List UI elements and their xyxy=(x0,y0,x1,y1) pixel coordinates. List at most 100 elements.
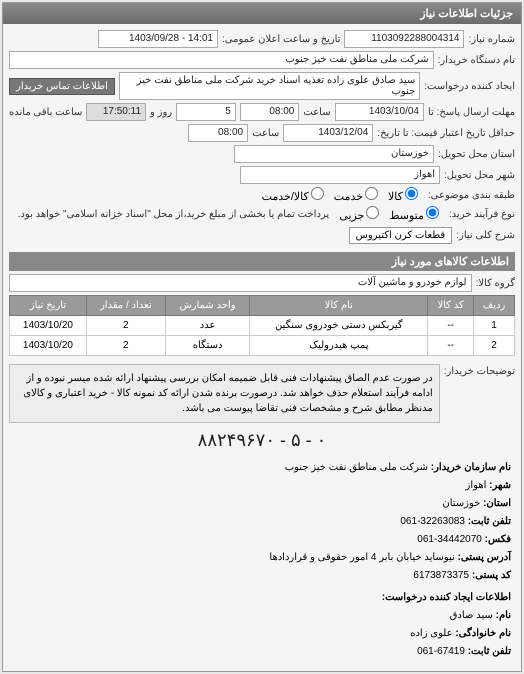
table-cell: 1403/10/20 xyxy=(10,316,87,336)
row-req-number: شماره نیاز: 1103092288004314 تاریخ و ساع… xyxy=(9,30,515,48)
table-row: 1--گیربکس دستی خودروی سنگینعدد21403/10/2… xyxy=(10,316,515,336)
creator-name-label: نام: xyxy=(496,610,511,621)
province-label: استان محل تحویل: xyxy=(438,149,515,160)
creator-value: سید صادق علوی زاده تغذیه اسناد خرید شرکت… xyxy=(119,72,420,100)
table-header: تاریخ نیاز xyxy=(10,296,87,316)
process-label: نوع فرآیند خرید: xyxy=(449,209,515,220)
validity-time: 08:00 xyxy=(188,124,248,142)
row-deadline: مهلت ارسال پاسخ: تا 1403/10/04 ساعت 08:0… xyxy=(9,103,515,121)
deadline-time: 08:00 xyxy=(240,103,300,121)
subject-type-label: طبقه بندی موضوعی: xyxy=(428,190,515,201)
table-header: ردیف xyxy=(474,296,515,316)
group-label: گروه کالا: xyxy=(476,278,515,289)
creator-tel-label: تلفن ثابت: xyxy=(468,646,511,657)
city-value: اهواز xyxy=(240,166,440,184)
table-cell: پمپ هیدرولیک xyxy=(250,336,428,356)
items-section-title: اطلاعات کالاهای مورد نیاز xyxy=(9,252,515,271)
table-row: 2--پمپ هیدرولیکدستگاه21403/10/20 xyxy=(10,336,515,356)
table-cell: گیربکس دستی خودروی سنگین xyxy=(250,316,428,336)
org-city-value: اهواز xyxy=(466,480,487,491)
table-cell: 2 xyxy=(474,336,515,356)
panel-title: جزئیات اطلاعات نیاز xyxy=(3,3,521,24)
table-cell: عدد xyxy=(165,316,250,336)
row-group: گروه کالا: لوازم خودرو و ماشین آلات xyxy=(9,274,515,292)
table-header: تعداد / مقدار xyxy=(86,296,165,316)
row-buyer-org: نام دستگاه خریدار: شرکت ملی مناطق نفت خی… xyxy=(9,51,515,69)
org-province-label: استان: xyxy=(483,498,511,509)
announce-label: تاریخ و ساعت اعلان عمومی: xyxy=(222,34,341,45)
table-header: نام کالا xyxy=(250,296,428,316)
org-addr-value: نیوساید خیابان بابر 4 امور حقوقی و قرارد… xyxy=(269,552,454,563)
org-city-row: شهر: اهواز xyxy=(13,477,511,495)
org-province-row: استان: خوزستان xyxy=(13,495,511,513)
radio-service-wrap[interactable]: خدمت xyxy=(334,187,378,203)
org-value: شرکت ملی مناطق نفت خیز جنوب xyxy=(285,462,428,473)
org-fax-value: 34442070-061 xyxy=(417,534,482,545)
radio-partial[interactable] xyxy=(366,206,379,219)
remain-time: 17:50:11 xyxy=(86,103,146,121)
row-need-desc: شرح کلی نیاز: قطعات کرن اکتیروس xyxy=(9,225,515,246)
row-subject-type: طبقه بندی موضوعی: کالا خدمت کالا/خدمت xyxy=(9,187,515,203)
org-city-label: شهر: xyxy=(489,480,511,491)
table-cell: 1 xyxy=(474,316,515,336)
row-process: نوع فرآیند خرید: متوسط جزیی پرداخت تمام … xyxy=(9,206,515,222)
time-label-2: ساعت xyxy=(252,128,279,139)
creator-tel-value: 67419-061 xyxy=(417,646,465,657)
req-creator-section: اطلاعات ایجاد کننده درخواست: xyxy=(13,589,511,607)
buyer-org-label: نام دستگاه خریدار: xyxy=(438,55,515,66)
row-buyer-note: توضیحات خریدار: در صورت عدم الصاق پیشنها… xyxy=(9,360,515,423)
req-number-label: شماره نیاز: xyxy=(468,34,515,45)
creator-lname-row: نام خانوادگی: علوی زاده xyxy=(13,625,511,643)
row-validity: حداقل تاریخ اعتبار قیمت: تا تاریخ: 1403/… xyxy=(9,124,515,142)
radio-partial-wrap[interactable]: جزیی xyxy=(339,206,379,222)
radio-both[interactable] xyxy=(311,187,324,200)
org-phone-row: تلفن ثابت: 32263083-061 xyxy=(13,513,511,531)
org-phone-value: 32263083-061 xyxy=(400,516,465,527)
org-fax-row: فکس: 34442070-061 xyxy=(13,531,511,549)
radio-goods-wrap[interactable]: کالا xyxy=(388,187,418,203)
radio-service[interactable] xyxy=(365,187,378,200)
time-label-1: ساعت xyxy=(303,107,330,118)
org-row: نام سازمان خریدار: شرکت ملی مناطق نفت خی… xyxy=(13,459,511,477)
process-note: پرداخت تمام یا بخشی از مبلغ خرید،از محل … xyxy=(9,209,329,220)
deadline-label: مهلت ارسال پاسخ: تا xyxy=(428,107,515,118)
table-body: 1--گیربکس دستی خودروی سنگینعدد21403/10/2… xyxy=(10,316,515,356)
row-city: شهر محل تحویل: اهواز xyxy=(9,166,515,184)
org-addr-row: آدرس پستی: نیوساید خیابان بابر 4 امور حق… xyxy=(13,549,511,567)
radio-both-wrap[interactable]: کالا/خدمت xyxy=(262,187,324,203)
validity-date: 1403/12/04 xyxy=(283,124,373,142)
org-label: نام سازمان خریدار: xyxy=(431,462,511,473)
creator-lname-value: علوی زاده xyxy=(410,628,452,639)
table-cell: 2 xyxy=(86,316,165,336)
org-addr-label: آدرس پستی: xyxy=(458,552,511,563)
contact-button[interactable]: اطلاعات تماس خریدار xyxy=(9,78,115,95)
org-post-row: کد پستی: 6173873375 xyxy=(13,567,511,585)
org-phone-label: تلفن ثابت: xyxy=(468,516,511,527)
city-label: شهر محل تحویل: xyxy=(444,170,515,181)
table-header-row: ردیفکد کالانام کالاواحد شمارشتعداد / مقد… xyxy=(10,296,515,316)
buyer-note-label: توضیحات خریدار: xyxy=(444,360,515,377)
radio-goods[interactable] xyxy=(405,187,418,200)
creator-label: ایجاد کننده درخواست: xyxy=(424,81,515,92)
table-cell: 2 xyxy=(86,336,165,356)
org-fax-label: فکس: xyxy=(485,534,511,545)
buyer-note-value: در صورت عدم الصاق پیشنهادات فنی قابل ضمی… xyxy=(9,364,440,423)
days-label: روز و xyxy=(150,107,172,118)
creator-lname-label: نام خانوادگی: xyxy=(455,628,511,639)
details-panel: جزئیات اطلاعات نیاز شماره نیاز: 11030922… xyxy=(2,2,522,672)
dash-line: ۰ - ۵ - ۸۸۲۴۹۶۷۰ xyxy=(9,426,515,455)
org-info-block: نام سازمان خریدار: شرکت ملی مناطق نفت خی… xyxy=(9,455,515,665)
row-creator: ایجاد کننده درخواست: سید صادق علوی زاده … xyxy=(9,72,515,100)
table-cell: -- xyxy=(428,336,474,356)
need-desc-label: شرح کلی نیاز: xyxy=(456,230,515,241)
creator-name-row: نام: سید صادق xyxy=(13,607,511,625)
table-cell: -- xyxy=(428,316,474,336)
org-province-value: خوزستان xyxy=(442,498,480,509)
radio-mid-wrap[interactable]: متوسط xyxy=(389,206,439,222)
creator-name-value: سید صادق xyxy=(450,610,493,621)
req-number-value: 1103092288004314 xyxy=(344,30,464,48)
radio-mid[interactable] xyxy=(426,206,439,219)
need-desc-value: قطعات کرن اکتیروس xyxy=(349,227,453,244)
panel-body: شماره نیاز: 1103092288004314 تاریخ و ساع… xyxy=(3,24,521,671)
group-value: لوازم خودرو و ماشین آلات xyxy=(9,274,472,292)
